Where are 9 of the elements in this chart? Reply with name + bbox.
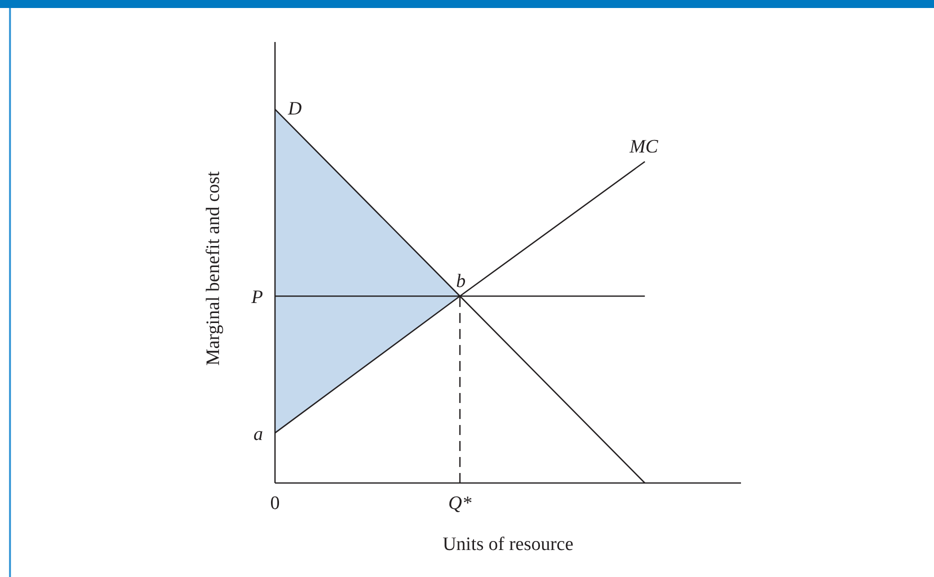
annotation: P bbox=[250, 287, 264, 308]
x-tick-label: 0 bbox=[270, 493, 280, 514]
x-axis-title: Units of resource bbox=[442, 534, 574, 555]
annotation: a bbox=[254, 424, 263, 445]
annotation: b bbox=[456, 271, 466, 292]
series-label: MC bbox=[628, 136, 658, 158]
x-tick-label: Q* bbox=[448, 493, 472, 514]
series-label: D bbox=[287, 98, 302, 120]
y-axis-title: Marginal benefit and cost bbox=[203, 170, 224, 366]
